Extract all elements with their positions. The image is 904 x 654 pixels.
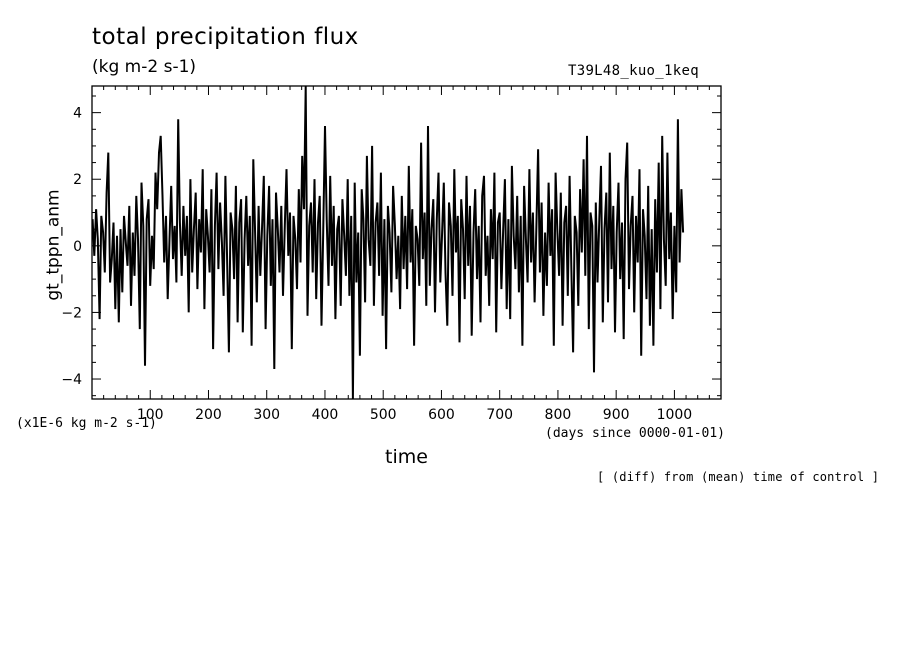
- series-layer: [91, 85, 685, 400]
- x-tick-label: 400: [312, 407, 339, 423]
- x-axis-unit: (days since 0000-01-01): [545, 426, 726, 441]
- y-tick-label: 0: [73, 239, 82, 255]
- x-tick-label: 800: [545, 407, 572, 423]
- x-tick-label: 600: [428, 407, 455, 423]
- x-tick-label: 100: [137, 407, 164, 423]
- y-tick-label: −4: [61, 372, 82, 388]
- x-tick-label: 1000: [657, 407, 693, 423]
- run-id-label: T39L48_kuo_1keq: [568, 63, 699, 79]
- x-tick-label: 900: [603, 407, 630, 423]
- y-tick-label: 2: [73, 172, 82, 188]
- y-tick-label: 4: [73, 106, 82, 122]
- y-tick-label: −2: [61, 305, 82, 321]
- x-axis-label: time: [385, 446, 428, 468]
- series-line: [91, 85, 685, 400]
- x-tick-label: 700: [486, 407, 513, 423]
- chart-title: total precipitation flux: [92, 24, 359, 50]
- chart-subtitle: (kg m-2 s-1): [92, 57, 197, 77]
- plot-frame: [91, 85, 722, 400]
- y-axis-unit: (x1E-6 kg m-2 s-1): [16, 416, 157, 431]
- ticks-layer: 100 200 300 400 500 600 700 800 900 1000 −4 −2 0 2 4: [61, 86, 721, 423]
- x-tick-label: 500: [370, 407, 397, 423]
- x-tick-label: 200: [195, 407, 222, 423]
- chart-annotation: [ (diff) from (mean) time of control ]: [597, 470, 880, 484]
- x-tick-label: 300: [253, 407, 280, 423]
